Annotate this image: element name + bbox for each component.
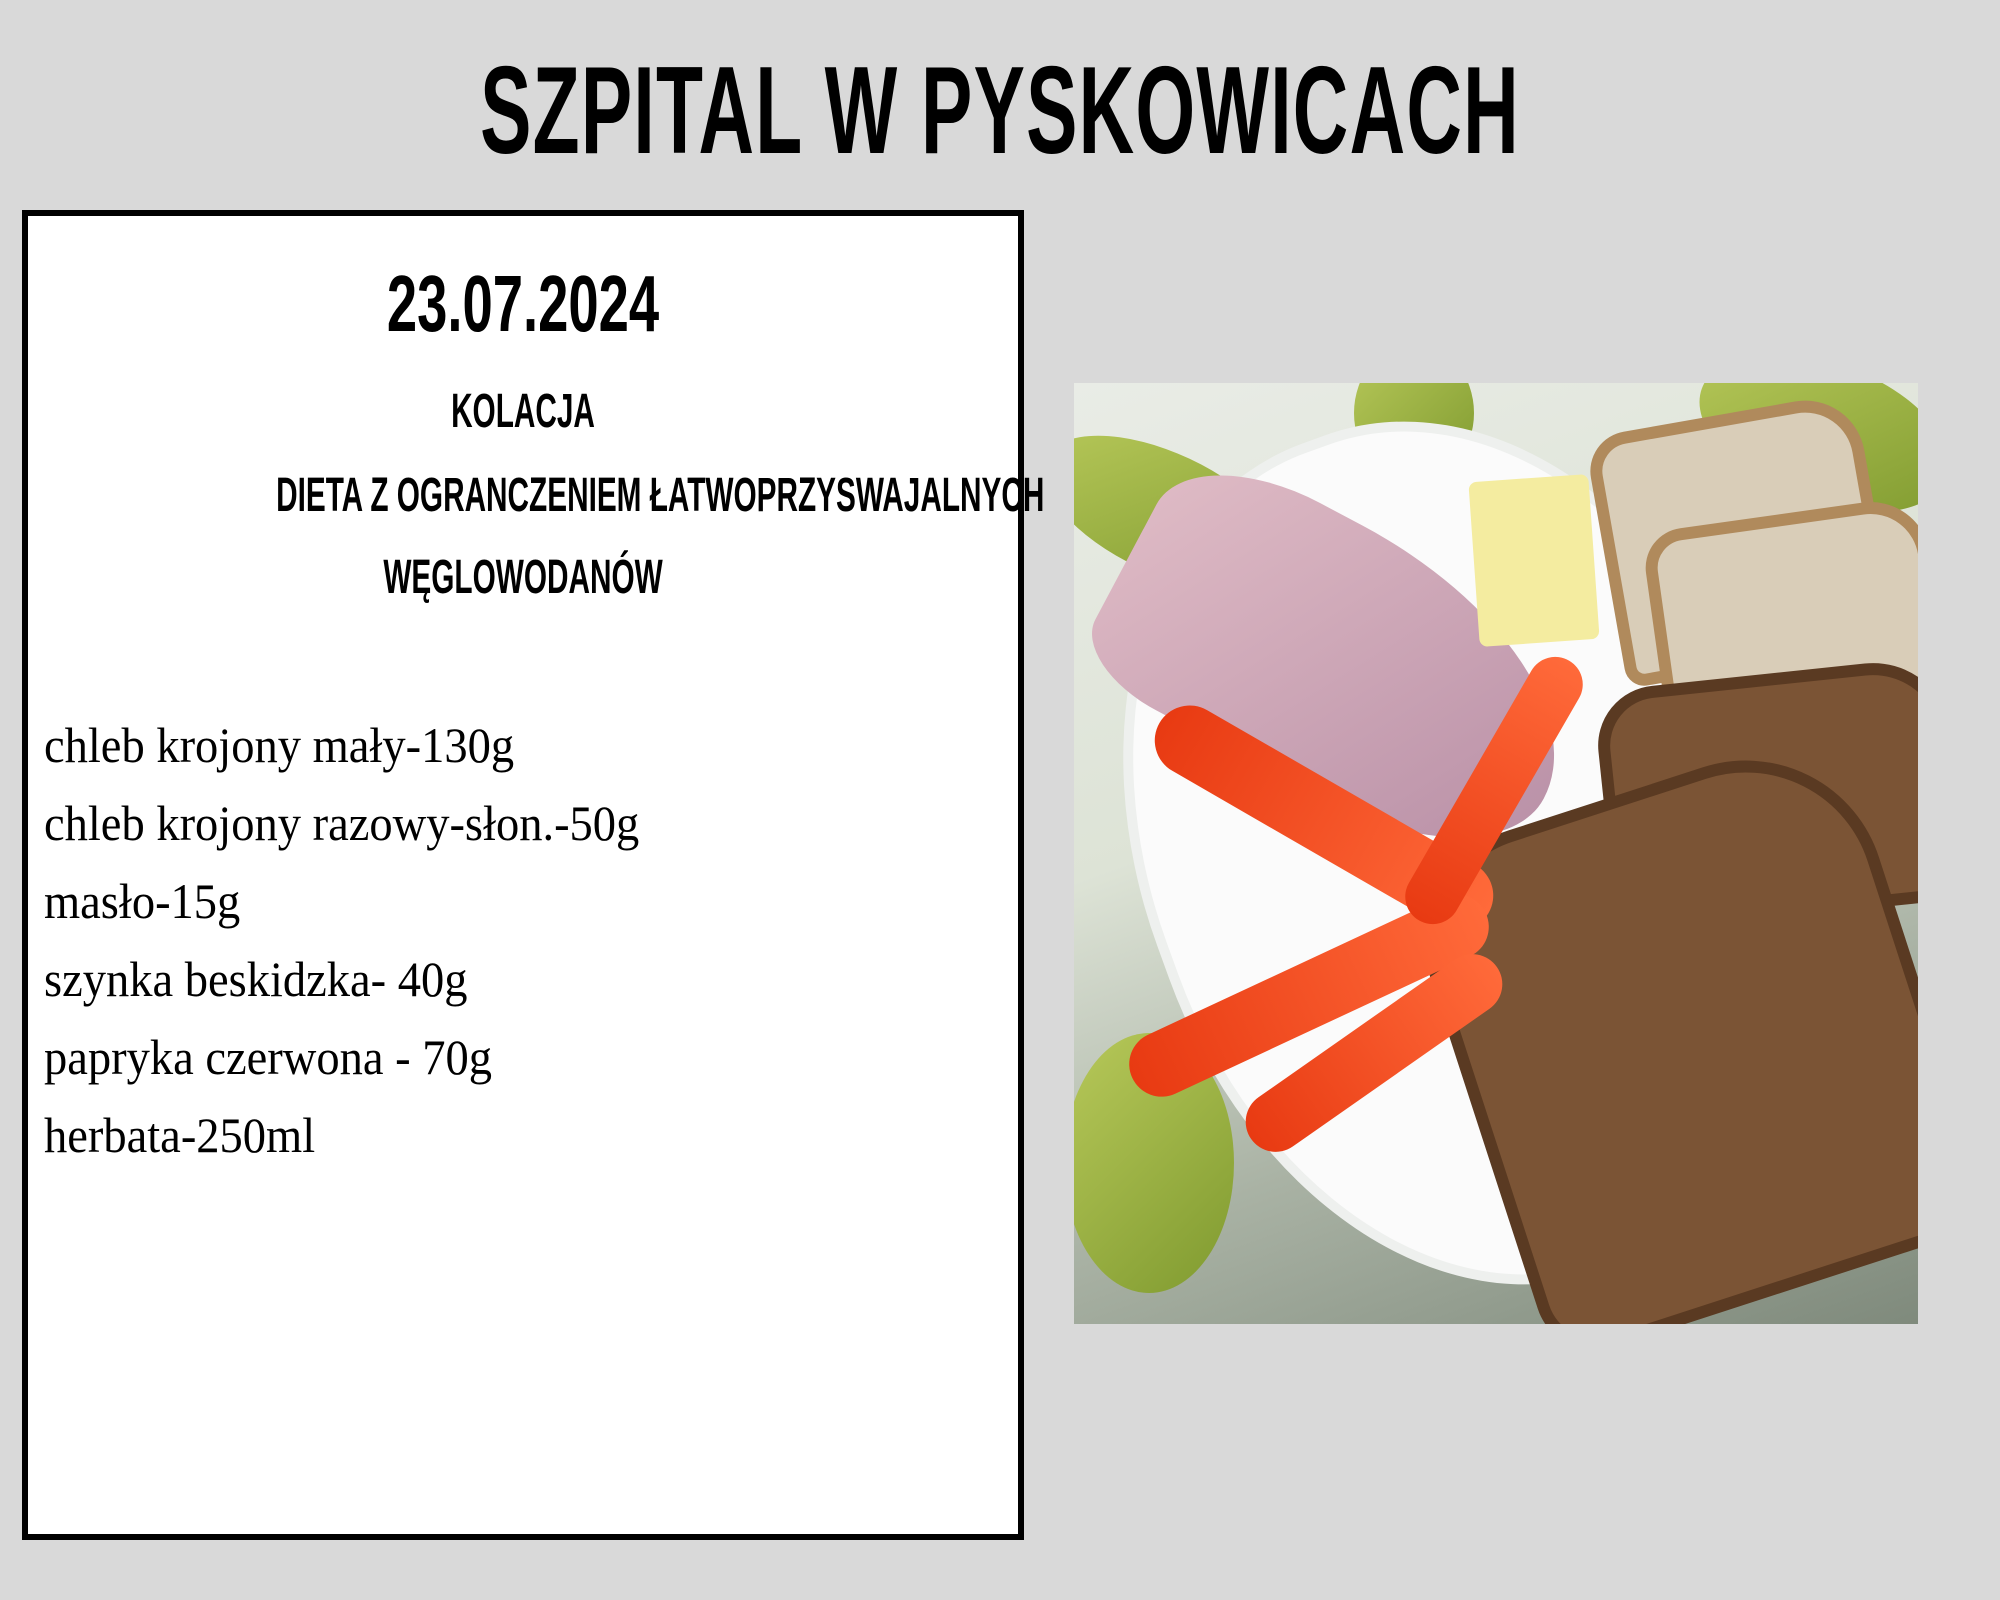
menu-item: chleb krojony razowy-słon.-50g (44, 795, 640, 851)
menu-item: herbata-250ml (44, 1107, 316, 1163)
menu-items-list: chleb krojony mały-130g chleb krojony ra… (44, 706, 639, 1174)
meal-photo (1074, 383, 1918, 1324)
page-title: SZPITAL W PYSKOWICACH (480, 42, 1520, 180)
meal-name: KOLACJA (451, 385, 595, 438)
diet-name-line1: DIETA Z OGRANCZENIEM ŁATWOPRZYSWAJALNYCH (276, 469, 1045, 522)
menu-item: papryka czerwona - 70g (44, 1029, 492, 1085)
menu-card: 23.07.2024 KOLACJA DIETA Z OGRANCZENIEM … (22, 210, 1045, 1540)
menu-item: masło-15g (44, 873, 241, 929)
menu-item: chleb krojony mały-130g (44, 717, 515, 773)
butter (1468, 474, 1600, 647)
menu-item: szynka beskidzka- 40g (44, 951, 468, 1007)
menu-date: 23.07.2024 (386, 259, 660, 348)
diet-name-line2: WĘGLOWODANÓW (383, 551, 663, 604)
